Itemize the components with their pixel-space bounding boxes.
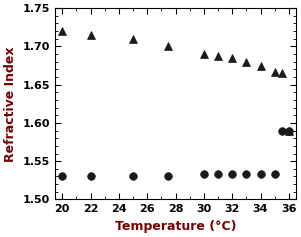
Y-axis label: Refractive Index: Refractive Index (4, 46, 17, 162)
X-axis label: Temperature (°C): Temperature (°C) (115, 220, 236, 233)
